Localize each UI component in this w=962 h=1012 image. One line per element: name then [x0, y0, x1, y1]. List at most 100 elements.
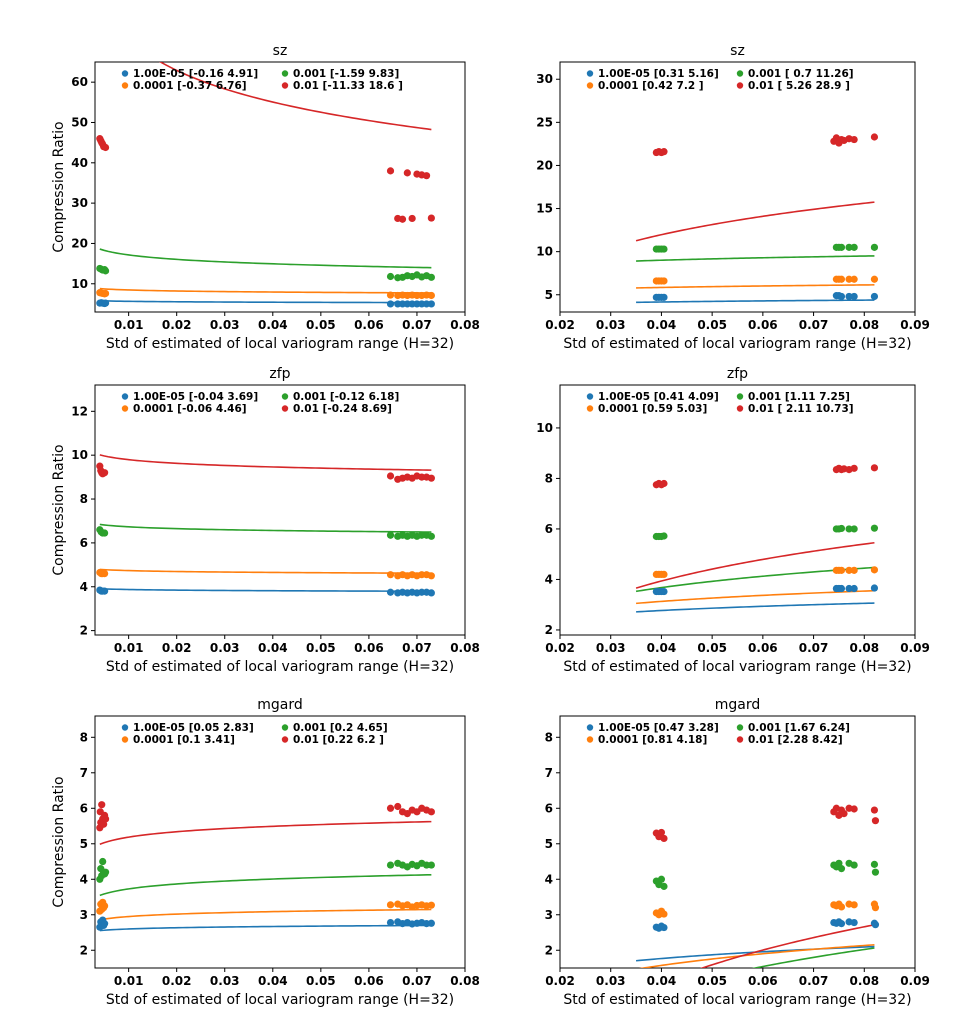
data-point-1.00E-05	[660, 293, 668, 301]
fit-line-0.0001	[636, 589, 875, 605]
y-tick-label: 6	[545, 522, 553, 536]
y-tick-label: 4	[80, 872, 88, 886]
legend-marker	[736, 724, 744, 731]
legend-marker	[736, 70, 744, 77]
data-point-0.0001	[850, 566, 858, 574]
data-point-0.01	[386, 804, 395, 812]
y-tick-label: 10	[536, 421, 553, 435]
legend-marker	[121, 82, 129, 89]
data-point-0.001	[837, 243, 846, 251]
data-point-0.0001	[427, 572, 435, 580]
x-tick-label: 0.01	[114, 318, 144, 332]
plot-area	[635, 464, 879, 613]
legend-label: 0.001 [1.67 6.24]	[748, 722, 850, 734]
x-tick-label: 0.03	[596, 641, 626, 655]
data-point-0.01	[386, 472, 395, 480]
legend-marker	[586, 393, 594, 400]
data-point-0.001	[660, 882, 668, 890]
data-point-0.0001	[101, 569, 109, 578]
x-tick-label: 0.04	[258, 974, 288, 988]
x-tick-label: 0.04	[647, 974, 677, 988]
legend-label: 0.0001 [-0.06 4.46]	[133, 403, 247, 415]
data-point-0.001	[427, 532, 435, 540]
x-tick-label: 0.01	[114, 641, 144, 655]
x-tick-label: 0.05	[306, 318, 336, 332]
y-axis-label: Compression Ratio	[51, 121, 67, 252]
fit-line-0.01	[99, 454, 432, 471]
chart-title: sz	[273, 43, 288, 59]
data-point-0.001	[845, 243, 853, 251]
chart-title: sz	[730, 43, 745, 59]
y-tick-label: 2	[545, 623, 553, 637]
fit-line-0.01	[635, 201, 875, 242]
data-point-0.0001	[845, 275, 853, 283]
data-point-1.00E-05	[101, 299, 110, 307]
legend-label: 1.00E-05 [0.05 2.83]	[133, 722, 254, 734]
y-tick-label: 8	[80, 492, 88, 506]
x-tick-label: 0.07	[402, 641, 432, 655]
x-tick-label: 0.02	[545, 641, 575, 655]
chart-panel-6: mgard 0.02 0.03 0.04 0.05 0.06 0.07 0.08 0.09 2 3 4…	[545, 697, 930, 1008]
legend-marker	[281, 82, 289, 89]
x-tick-label: 0.05	[697, 641, 727, 655]
y-tick-label: 7	[80, 766, 88, 780]
chart-panel-2: sz 0.02 0.03 0.04 0.05 0.06 0.07 0.08 0.09 5 10 15 2…	[536, 43, 930, 352]
x-tick-label: 0.06	[748, 641, 778, 655]
legend-marker	[281, 736, 289, 743]
axes-frame	[94, 384, 466, 636]
fit-line-0.001	[751, 947, 875, 968]
data-point-0.0001	[660, 910, 668, 918]
y-tick-label: 20	[536, 158, 553, 172]
legend-label: 0.0001 [0.81 4.18]	[598, 734, 707, 746]
data-point-0.0001	[837, 903, 846, 911]
data-point-1.00E-05	[660, 587, 668, 596]
legend-label: 0.0001 [0.42 7.2 ]	[598, 80, 704, 92]
legend-label: 0.01 [-0.24 8.69]	[293, 403, 392, 415]
legend-marker	[736, 405, 744, 412]
legend-label: 1.00E-05 [-0.04 3.69]	[133, 391, 258, 403]
x-tick-label: 0.09	[900, 318, 930, 332]
fit-line-0.001	[99, 523, 432, 533]
data-point-0.0001	[837, 275, 846, 283]
data-point-0.0001	[850, 275, 858, 283]
x-tick-label: 0.02	[162, 974, 192, 988]
x-tick-label: 0.08	[450, 318, 480, 332]
data-point-1.00E-05	[660, 923, 668, 932]
data-point-1.00E-05	[845, 292, 853, 301]
legend-label: 0.0001 [0.59 5.03]	[598, 403, 707, 415]
x-tick-label: 0.08	[450, 641, 480, 655]
legend-label: 1.00E-05 [-0.16 4.91]	[133, 68, 258, 80]
data-point-0.01	[408, 214, 416, 223]
x-tick-label: 0.05	[306, 641, 336, 655]
x-tick-label: 0.05	[306, 974, 336, 988]
data-point-0.01	[870, 464, 879, 472]
data-point-0.001	[386, 272, 395, 281]
fit-line-1.00E-05	[99, 587, 432, 593]
y-tick-label: 25	[536, 115, 553, 129]
legend-marker	[121, 405, 129, 412]
data-point-0.0001	[871, 904, 880, 912]
data-point-0.01	[101, 815, 110, 823]
x-tick-label: 0.04	[258, 318, 288, 332]
data-point-0.001	[427, 273, 435, 281]
y-tick-label: 10	[71, 448, 88, 462]
data-point-1.00E-05	[850, 584, 858, 593]
data-point-0.01	[386, 167, 395, 175]
legend-label: 0.001 [1.11 7.25]	[748, 391, 850, 403]
chart-title: mgard	[715, 697, 761, 713]
y-tick-label: 8	[80, 730, 88, 744]
y-tick-label: 10	[71, 277, 88, 291]
legend-marker	[586, 82, 594, 89]
x-axis-label: Std of estimated of local variogram rang…	[106, 992, 454, 1008]
data-point-0.01	[840, 810, 848, 818]
data-point-0.0001	[101, 902, 109, 910]
fit-line-0.01	[99, 820, 432, 846]
legend-label: 0.01 [-11.33 18.6 ]	[293, 80, 403, 92]
data-point-0.01	[403, 169, 411, 177]
y-tick-label: 15	[536, 202, 553, 216]
legend-label: 1.00E-05 [0.41 4.09]	[598, 391, 719, 403]
y-tick-label: 5	[545, 288, 553, 302]
fit-line-1.00E-05	[636, 299, 875, 304]
x-tick-label: 0.08	[450, 974, 480, 988]
fit-line-0.0001	[638, 943, 875, 968]
